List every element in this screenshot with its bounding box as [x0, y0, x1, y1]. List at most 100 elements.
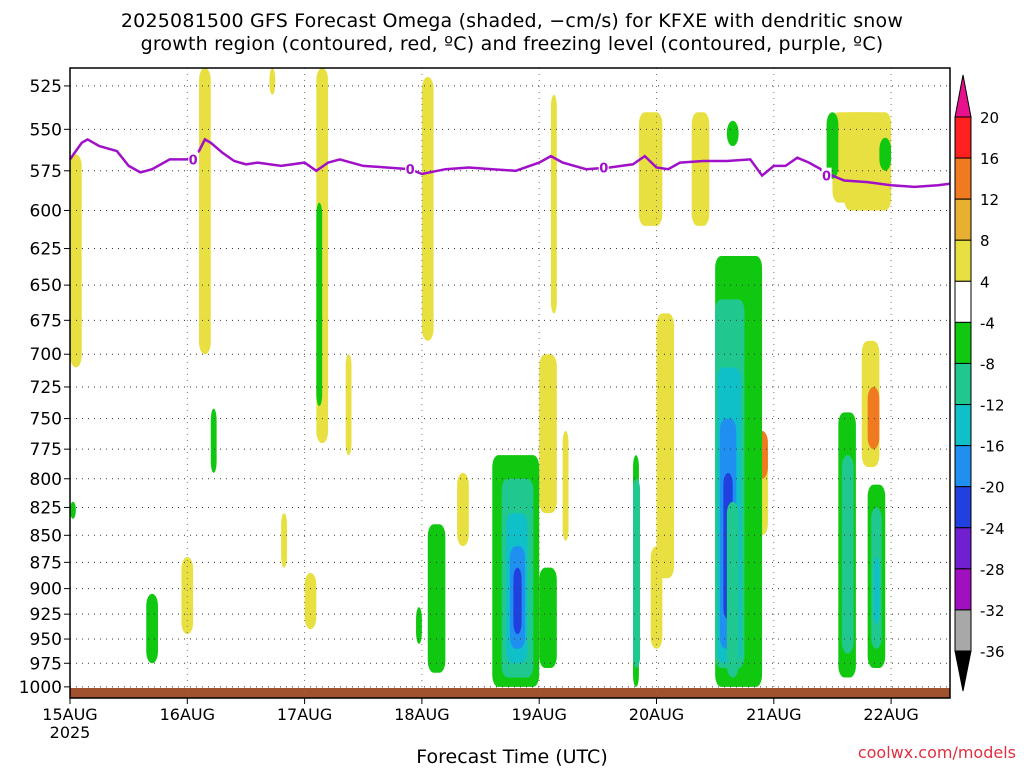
freezing-level-label-1: 0 [406, 163, 415, 178]
y-tick-label-19: 1000 [19, 678, 62, 698]
freezing-label-bg-3 [821, 167, 832, 182]
x-tick-label-0: 15AUG [42, 705, 97, 724]
colorbar-bin-2 [954, 198, 972, 241]
colorbar-bin-3 [954, 239, 972, 282]
y-tick-label-8: 725 [30, 378, 62, 398]
omega-region-38 [513, 567, 522, 635]
colorbar-bin-0 [954, 116, 972, 159]
freezing-level-label-3: 0 [822, 170, 831, 185]
omega-region-32 [416, 607, 422, 644]
freezing-label-bg-2 [598, 159, 609, 174]
omega-region-7 [539, 354, 557, 514]
credit-link[interactable]: coolwx.com/models [857, 743, 1016, 762]
y-tick-label-6: 675 [30, 311, 62, 331]
y-tick-label-11: 800 [30, 470, 62, 490]
x-tick-label-1: 16AUG [160, 705, 215, 724]
omega-region-28 [316, 202, 323, 407]
freezing-level-label-0: 0 [189, 153, 198, 168]
y-tick-label-3: 600 [30, 201, 62, 221]
colorbar-label-2: 12 [980, 191, 999, 209]
omega-region-47 [726, 501, 739, 678]
freezing-level-line [68, 137, 950, 189]
omega-region-20 [691, 112, 710, 226]
x-axis-label: Forecast Time (UTC) [416, 746, 608, 768]
colorbar-label-10: -24 [980, 520, 1005, 538]
y-tick-label-18: 975 [30, 654, 62, 674]
omega-region-8 [562, 430, 569, 541]
colorbar-label-9: -20 [980, 479, 1005, 497]
y-tick-label-16: 925 [30, 605, 62, 625]
y-tick-label-5: 650 [30, 276, 62, 296]
y-tick-label-7: 700 [30, 345, 62, 365]
y-tick-label-17: 950 [30, 630, 62, 650]
omega-region-1 [199, 68, 211, 355]
y-tick-label-10: 775 [30, 440, 62, 460]
omega-region-52 [873, 556, 880, 625]
colorbar-label-13: -36 [980, 643, 1005, 661]
y-tick-label-4: 625 [30, 240, 62, 260]
colorbar-bin-11 [954, 568, 972, 611]
colorbar-label-0: 20 [980, 109, 999, 127]
omega-region-2 [269, 68, 276, 95]
omega-region-29 [210, 408, 217, 473]
colorbar-label-11: -28 [980, 561, 1005, 579]
y-tick-label-0: 525 [30, 77, 62, 97]
x-year-label: 2025 [50, 723, 91, 742]
colorbar-bin-5 [954, 321, 972, 364]
omega-region-12 [457, 472, 469, 547]
omega-region-33 [427, 524, 446, 673]
freezing-level-label-2: 0 [599, 162, 608, 177]
x-tick-label-7: 22AUG [863, 705, 918, 724]
y-tick-label-14: 875 [30, 553, 62, 573]
colorbar-bin-12 [954, 609, 972, 652]
colorbar-label-5: -4 [980, 314, 995, 332]
omega-region-10 [181, 556, 194, 635]
colorbar-label-7: -12 [980, 397, 1005, 415]
omega-region-41 [633, 478, 641, 669]
chart-title-line-1: 2025081500 GFS Forecast Omega (shaded, −… [120, 10, 904, 32]
colorbar-label-6: -8 [980, 355, 995, 373]
y-tick-label-9: 750 [30, 410, 62, 430]
x-tick-label-6: 21AUG [746, 705, 801, 724]
ground-strip [70, 688, 950, 698]
omega-region-18 [826, 112, 839, 179]
chart-title-line-2: growth region (contoured, red, ºC) and f… [140, 33, 884, 55]
colorbar-bin-4 [954, 280, 972, 323]
colorbar-label-8: -16 [980, 438, 1005, 456]
y-tick-label-15: 900 [30, 580, 62, 600]
colorbar-bin-1 [954, 157, 972, 200]
omega-region-6 [550, 94, 557, 314]
omega-region-14 [650, 546, 663, 649]
y-tick-label-2: 575 [30, 162, 62, 182]
omega-region-39 [539, 567, 557, 669]
y-tick-label-1: 550 [30, 120, 62, 140]
omega-region-31 [146, 593, 158, 664]
colorbar-label-1: 16 [980, 150, 999, 168]
omega-region-11 [304, 572, 317, 630]
freezing-label-bg-1 [405, 161, 416, 176]
y-tick-label-12: 825 [30, 498, 62, 518]
x-tick-label-5: 20AUG [629, 705, 684, 724]
y-tick-label-13: 850 [30, 526, 62, 546]
x-tick-label-2: 17AUG [277, 705, 332, 724]
x-tick-label-4: 19AUG [511, 705, 566, 724]
colorbar-label-4: 4 [980, 273, 990, 291]
colorbar-bin-8 [954, 445, 972, 488]
colorbar-label-12: -32 [980, 602, 1005, 620]
colorbar-bin-6 [954, 362, 972, 406]
x-tick-label-3: 18AUG [394, 705, 449, 724]
omega-region-5 [421, 77, 434, 341]
omega-region-49 [841, 455, 854, 654]
colorbar-label-3: 8 [980, 232, 990, 250]
omega-region-17 [879, 137, 892, 171]
colorbar-bin-10 [954, 527, 972, 570]
plot-border [69, 67, 951, 699]
omega-region-21 [726, 120, 739, 147]
omega-region-30 [70, 501, 76, 519]
omega-region-16 [844, 112, 892, 211]
omega-region-13 [656, 313, 675, 579]
omega-region-9 [281, 513, 288, 568]
omega-region-27 [867, 386, 880, 450]
